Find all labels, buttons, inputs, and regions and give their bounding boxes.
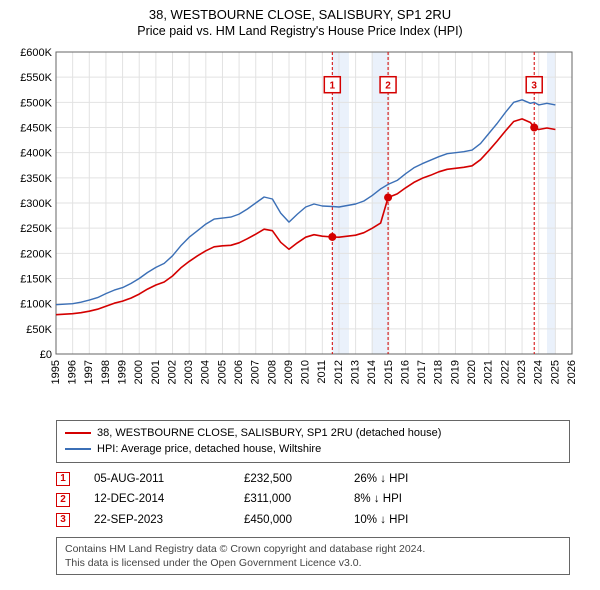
svg-text:£200K: £200K — [20, 248, 52, 260]
svg-text:2022: 2022 — [499, 360, 511, 384]
svg-text:2023: 2023 — [516, 360, 528, 384]
sale-price: £232,500 — [244, 469, 354, 490]
legend-item-property: 38, WESTBOURNE CLOSE, SALISBURY, SP1 2RU… — [65, 425, 561, 442]
svg-text:2012: 2012 — [333, 360, 345, 384]
svg-text:2014: 2014 — [366, 360, 378, 384]
svg-text:£350K: £350K — [20, 172, 52, 184]
svg-text:£0: £0 — [40, 349, 52, 361]
svg-text:2019: 2019 — [449, 360, 461, 384]
sale-date: 12-DEC-2014 — [70, 489, 244, 510]
svg-text:£450K: £450K — [20, 122, 52, 134]
svg-text:2003: 2003 — [183, 360, 195, 384]
svg-text:2005: 2005 — [216, 360, 228, 384]
sale-date: 22-SEP-2023 — [70, 510, 244, 531]
chart-plot: £0 £50K £100K £150K £200K £250K £300K £350K £400… — [8, 44, 592, 414]
svg-text:£400K: £400K — [20, 147, 52, 159]
legend-swatch-hpi — [65, 448, 91, 450]
svg-text:2016: 2016 — [399, 360, 411, 384]
svg-text:2011: 2011 — [316, 360, 328, 384]
chart-subtitle: Price paid vs. HM Land Registry's House … — [8, 24, 592, 38]
svg-text:2004: 2004 — [200, 360, 212, 384]
sale-diff: 10% ↓ HPI — [354, 510, 474, 531]
svg-text:3: 3 — [531, 80, 537, 91]
sale-marker-icon: 2 — [56, 493, 70, 507]
svg-text:2013: 2013 — [350, 360, 362, 384]
svg-text:£500K: £500K — [20, 97, 52, 109]
svg-text:2024: 2024 — [533, 360, 545, 384]
svg-text:1999: 1999 — [116, 360, 128, 384]
svg-text:1998: 1998 — [100, 360, 112, 384]
chart-container: 38, WESTBOURNE CLOSE, SALISBURY, SP1 2RU… — [0, 0, 600, 587]
legend-swatch-property — [65, 432, 91, 434]
sales-table: 1 05-AUG-2011 £232,500 26% ↓ HPI 2 12-DE… — [56, 469, 570, 531]
svg-text:£50K: £50K — [26, 323, 52, 335]
svg-text:£150K: £150K — [20, 273, 52, 285]
sale-diff: 26% ↓ HPI — [354, 469, 474, 490]
sale-date: 05-AUG-2011 — [70, 469, 244, 490]
svg-text:£100K: £100K — [20, 298, 52, 310]
legend-item-hpi: HPI: Average price, detached house, Wilt… — [65, 441, 561, 458]
svg-text:2010: 2010 — [300, 360, 312, 384]
legend-label-property: 38, WESTBOURNE CLOSE, SALISBURY, SP1 2RU… — [97, 425, 441, 442]
footer-line-2: This data is licensed under the Open Gov… — [65, 556, 561, 570]
legend: 38, WESTBOURNE CLOSE, SALISBURY, SP1 2RU… — [56, 420, 570, 463]
svg-text:1995: 1995 — [50, 360, 62, 384]
footer-line-1: Contains HM Land Registry data © Crown c… — [65, 542, 561, 556]
svg-text:2018: 2018 — [433, 360, 445, 384]
svg-text:2025: 2025 — [549, 360, 561, 384]
svg-text:2002: 2002 — [166, 360, 178, 384]
svg-text:1996: 1996 — [67, 360, 79, 384]
svg-text:2006: 2006 — [233, 360, 245, 384]
legend-label-hpi: HPI: Average price, detached house, Wilt… — [97, 441, 321, 458]
svg-text:1: 1 — [330, 80, 336, 91]
svg-text:2020: 2020 — [466, 360, 478, 384]
sale-marker-icon: 1 — [56, 472, 70, 486]
svg-text:1997: 1997 — [83, 360, 95, 384]
svg-text:2026: 2026 — [566, 360, 578, 384]
svg-text:2021: 2021 — [483, 360, 495, 384]
svg-text:£300K: £300K — [20, 198, 52, 210]
svg-text:£250K: £250K — [20, 223, 52, 235]
svg-text:2015: 2015 — [383, 360, 395, 384]
svg-text:2: 2 — [385, 80, 391, 91]
table-row: 1 05-AUG-2011 £232,500 26% ↓ HPI — [56, 469, 570, 490]
svg-text:2009: 2009 — [283, 360, 295, 384]
table-row: 2 12-DEC-2014 £311,000 8% ↓ HPI — [56, 489, 570, 510]
svg-text:2000: 2000 — [133, 360, 145, 384]
svg-text:2008: 2008 — [266, 360, 278, 384]
svg-text:2001: 2001 — [150, 360, 162, 384]
svg-text:£550K: £550K — [20, 72, 52, 84]
chart-title: 38, WESTBOURNE CLOSE, SALISBURY, SP1 2RU — [8, 6, 592, 24]
sale-price: £450,000 — [244, 510, 354, 531]
svg-text:£600K: £600K — [20, 47, 52, 59]
sale-marker-icon: 3 — [56, 513, 70, 527]
table-row: 3 22-SEP-2023 £450,000 10% ↓ HPI — [56, 510, 570, 531]
sale-diff: 8% ↓ HPI — [354, 489, 474, 510]
attribution-footer: Contains HM Land Registry data © Crown c… — [56, 537, 570, 575]
svg-text:2017: 2017 — [416, 360, 428, 384]
sale-price: £311,000 — [244, 489, 354, 510]
svg-text:2007: 2007 — [250, 360, 262, 384]
